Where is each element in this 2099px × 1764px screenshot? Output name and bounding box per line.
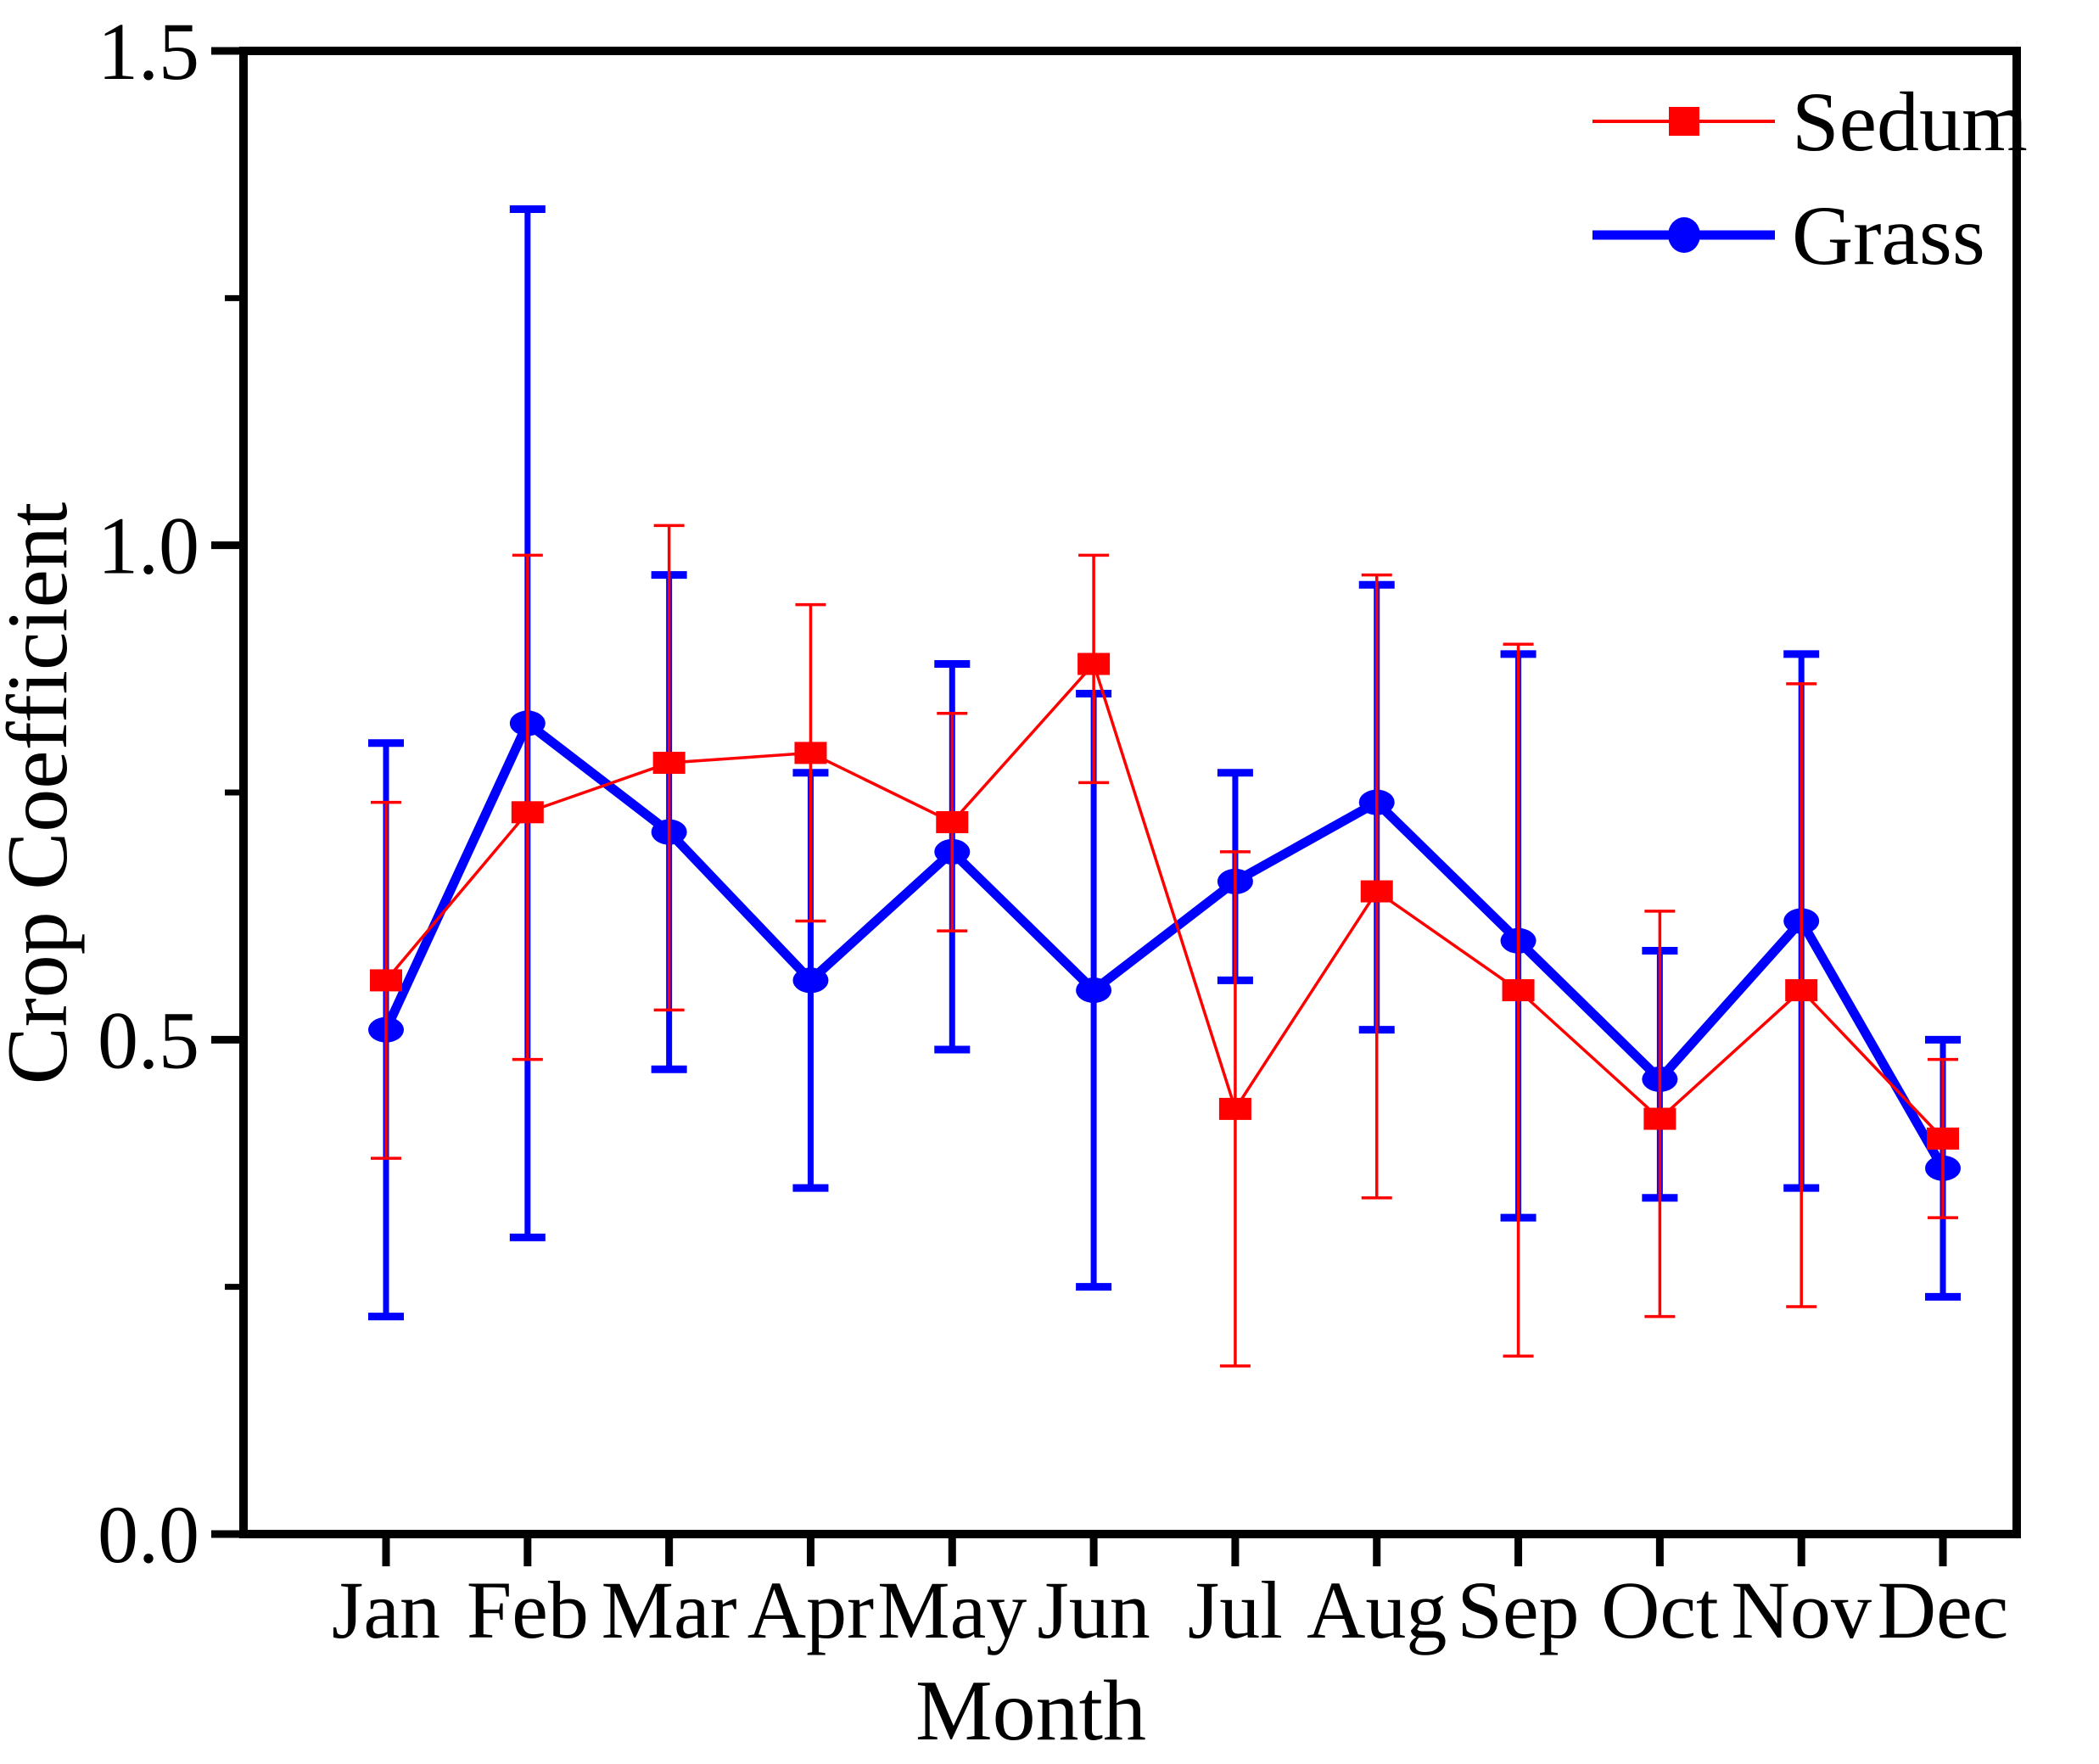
sedum-marker (652, 752, 686, 775)
sedum-marker (370, 969, 402, 992)
data-series-layer (368, 204, 1962, 1368)
y-tick-label: 0.5 (98, 994, 199, 1085)
grass-line (382, 715, 1947, 1171)
x-tick-label: Nov (1732, 1565, 1872, 1655)
legend-entry-grass: Grass (1592, 188, 1985, 283)
y-tick-label: 1.0 (98, 501, 199, 591)
x-tick-label: Aug (1307, 1565, 1447, 1655)
legend-sedum-square-icon (1669, 107, 1699, 136)
legend-grass-circle-icon (1668, 217, 1700, 253)
grass-marker (792, 967, 829, 994)
legend-grass-label: Grass (1792, 188, 1985, 283)
x-tick-label: Feb (467, 1565, 589, 1655)
x-tick-label: Apr (747, 1565, 874, 1655)
grass-series (368, 204, 1962, 1321)
grass-marker (1076, 977, 1112, 1004)
sedum-marker (1927, 1127, 1960, 1150)
x-tick-label: Sep (1458, 1565, 1580, 1655)
sedum-marker (794, 742, 827, 764)
x-tick-label: Jun (1037, 1565, 1150, 1655)
y-axis-title: Crop Coefficient (0, 502, 86, 1084)
sedum-marker (1218, 1097, 1251, 1120)
x-tick-label: Mar (602, 1565, 737, 1655)
sedum-marker (1077, 652, 1111, 675)
sedum-marker (1360, 880, 1393, 903)
sedum-marker (511, 801, 544, 824)
axis-ticks (211, 47, 1947, 1566)
x-axis-title: Month (915, 1663, 1146, 1759)
sedum-marker (936, 810, 969, 833)
plot-frame (239, 47, 2021, 1538)
legend-entry-sedum: Sedum (1592, 75, 2028, 169)
legend-sedum-label: Sedum (1792, 75, 2028, 169)
sedum-line (384, 661, 1945, 1140)
y-tick-label: 1.5 (98, 6, 199, 97)
sedum-marker (1502, 979, 1535, 1002)
y-tick-label: 0.0 (98, 1489, 199, 1580)
x-tick-label: Jan (332, 1565, 440, 1655)
x-tick-label: May (877, 1565, 1027, 1655)
sedum-marker (1785, 979, 1818, 1002)
sedum-marker (1643, 1107, 1676, 1130)
x-tick-label: Jul (1188, 1565, 1283, 1655)
axis-tick-labels: 0.0 0.5 1.0 1.5 Jan Feb Mar Apr May Jun Jul Aug Sep O… (98, 6, 2008, 1655)
x-tick-label: Oct (1601, 1565, 1719, 1655)
sedum-series (370, 524, 1960, 1368)
legend: Sedum Grass (1592, 75, 2028, 283)
x-tick-label: Dec (1878, 1565, 2009, 1655)
